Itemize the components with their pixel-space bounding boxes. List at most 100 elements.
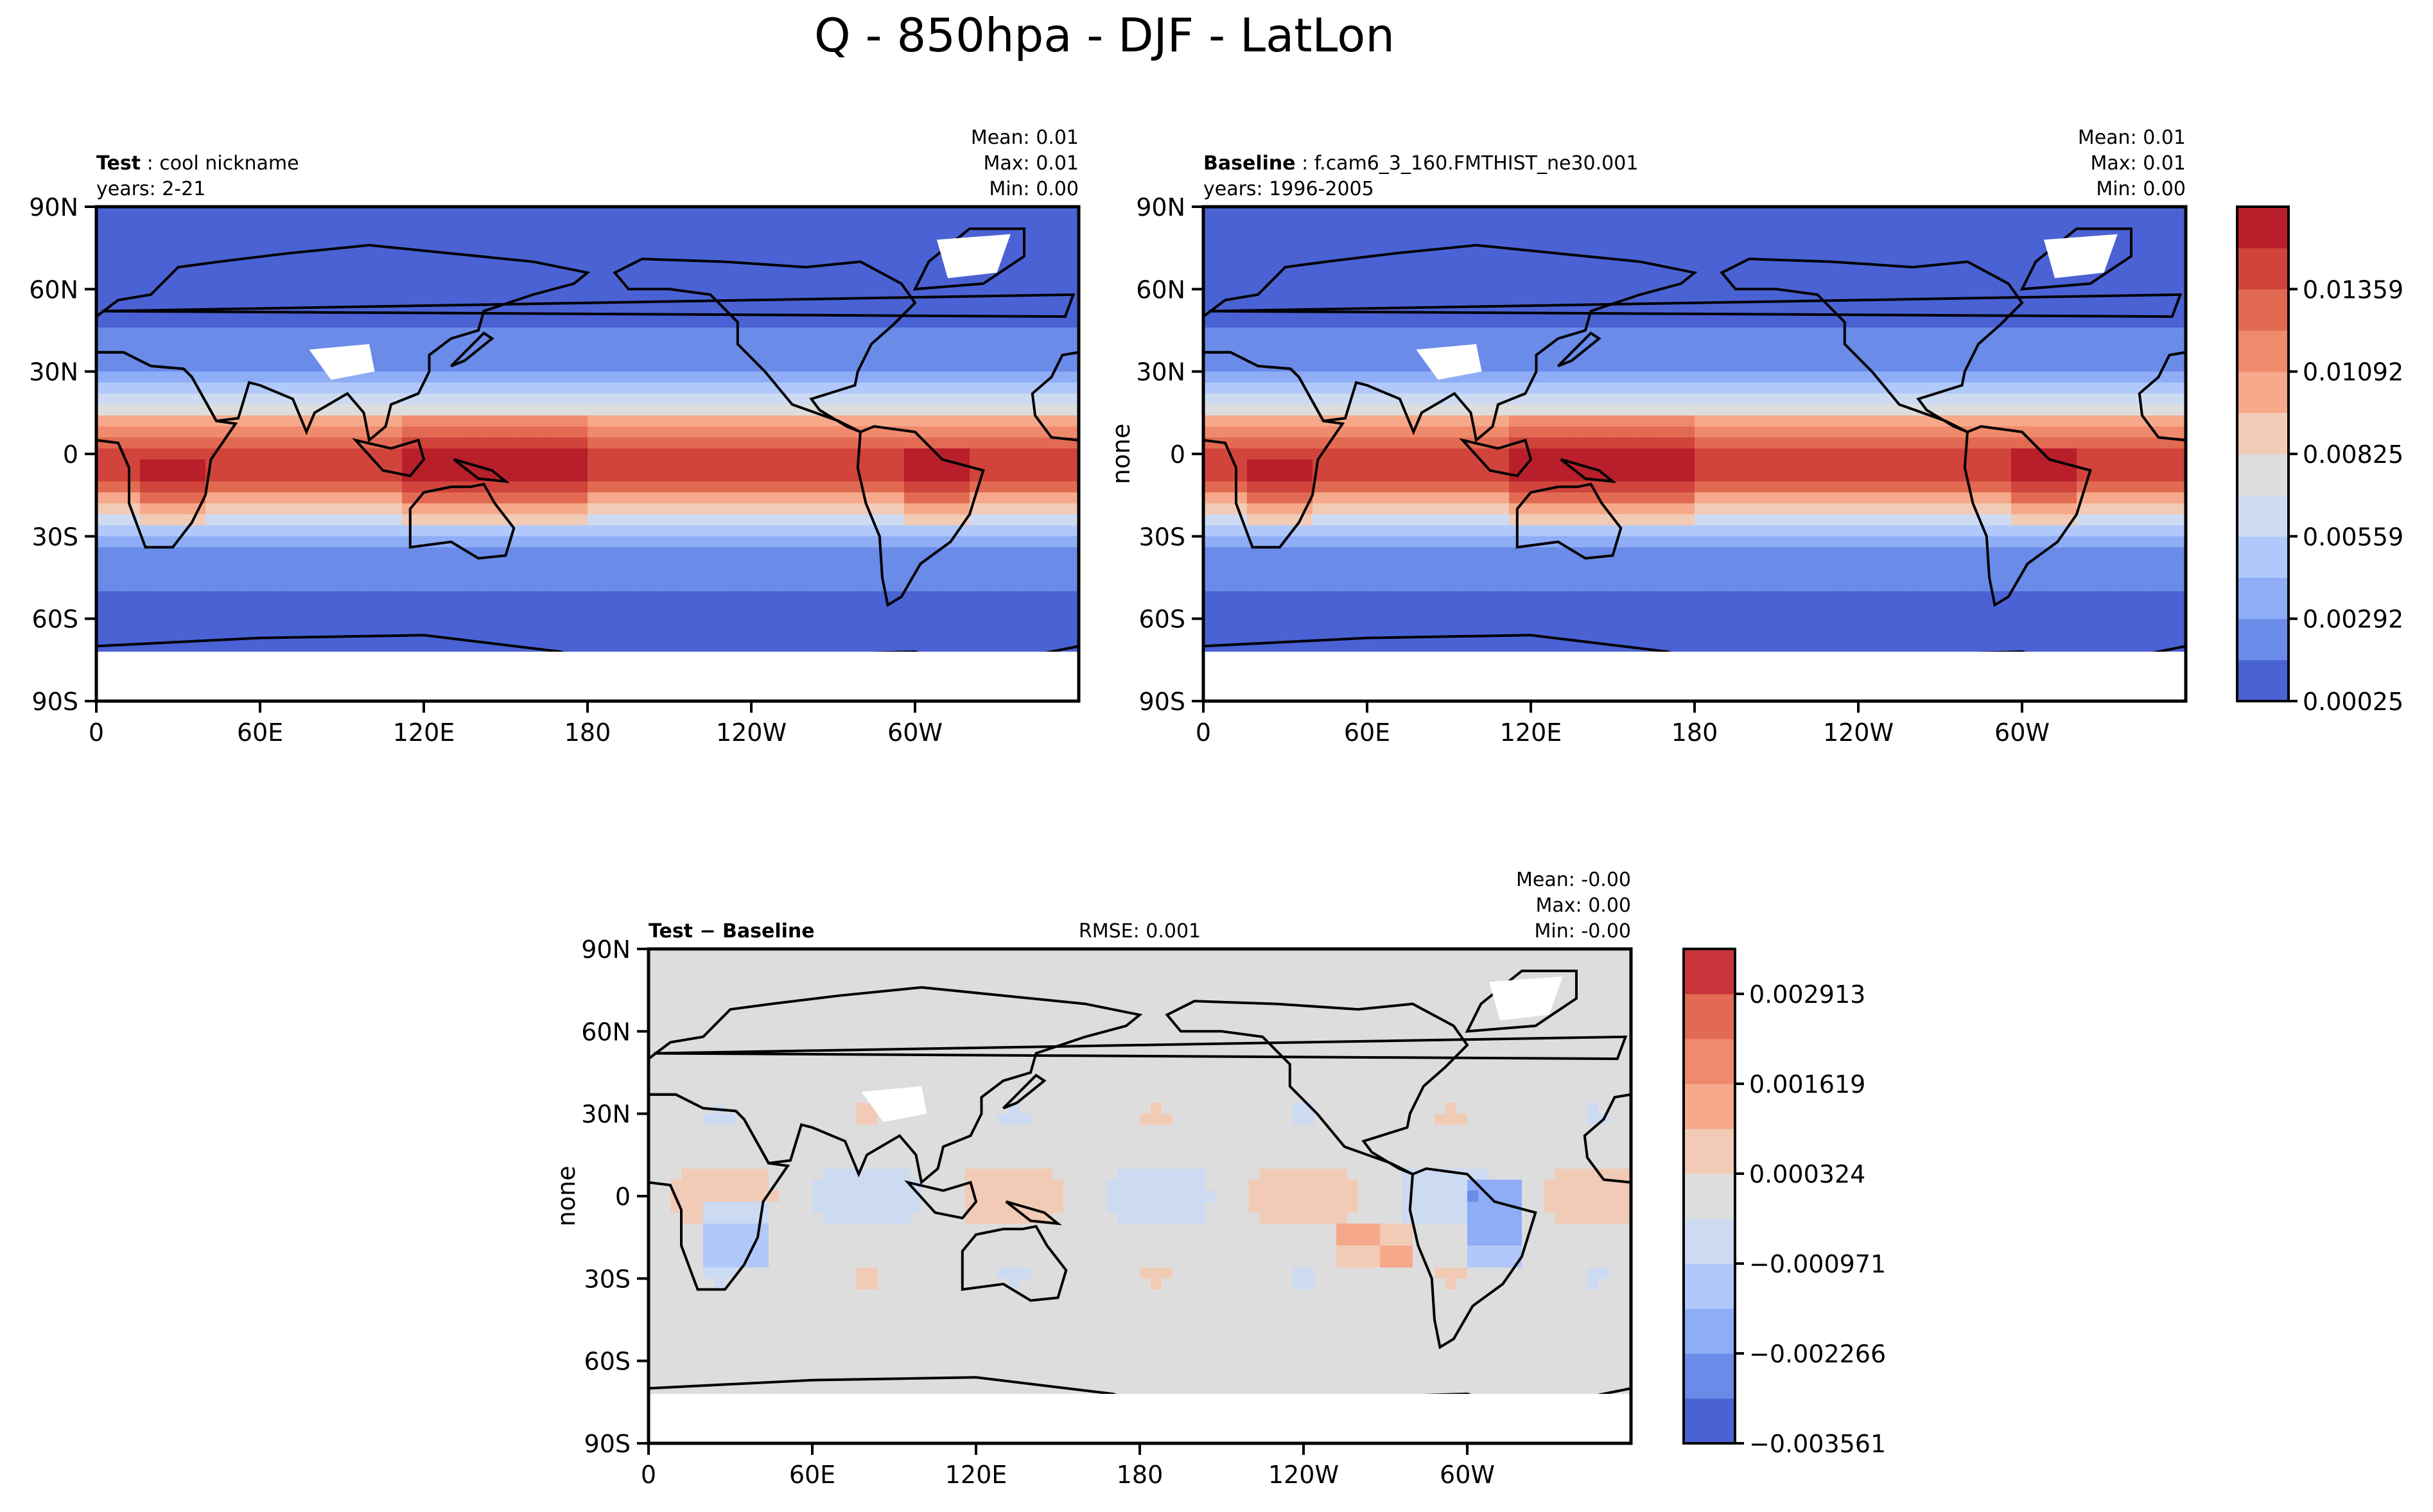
contour-cell [96, 426, 108, 439]
contour-cell [162, 371, 173, 383]
contour-cell [402, 207, 414, 218]
contour-cell [500, 360, 512, 372]
contour-cell [697, 569, 708, 581]
contour-cell [358, 294, 370, 306]
contour-cell [129, 591, 141, 603]
contour-cell [1815, 207, 1826, 218]
contour-cell [1057, 426, 1068, 439]
contour-cell [271, 327, 283, 340]
contour-cell [860, 327, 872, 340]
contour-cell [1869, 229, 1881, 241]
contour-cell [893, 283, 905, 295]
contour-cell [719, 613, 730, 625]
contour-cell [282, 558, 293, 570]
contour-cell [1804, 250, 1815, 263]
contour-cell [380, 602, 392, 614]
contour-cell [991, 283, 1003, 295]
contour-cell [1291, 229, 1302, 241]
contour-cell [107, 327, 119, 340]
contour-cell [511, 580, 523, 592]
contour-cell [271, 218, 283, 229]
contour-cell [653, 602, 665, 614]
contour-cell [697, 459, 708, 471]
contour-cell [195, 470, 206, 482]
contour-cell [1312, 218, 1324, 229]
contour-cell [1389, 239, 1400, 252]
contour-cell [1465, 261, 1477, 274]
contour-cell [304, 382, 315, 394]
contour-cell [205, 558, 217, 570]
contour-cell [1057, 229, 1068, 241]
contour-cell [457, 306, 468, 317]
contour-cell [391, 558, 403, 570]
contour-cell [282, 481, 293, 493]
contour-cell [402, 525, 414, 537]
contour-cell [871, 635, 883, 647]
contour-cell [391, 349, 403, 361]
contour-cell [216, 338, 228, 351]
contour-cell [1068, 470, 1079, 482]
contour-cell [697, 514, 708, 526]
contour-cell [795, 382, 807, 394]
contour-cell [708, 283, 719, 295]
contour-cell [577, 239, 588, 252]
contour-cell [1673, 239, 1684, 252]
contour-cell [631, 580, 643, 592]
contour-cell [435, 437, 446, 449]
contour-cell [336, 481, 348, 493]
contour-cell [173, 207, 184, 218]
contour-cell [1002, 503, 1014, 515]
contour-cell [620, 525, 632, 537]
contour-cell [96, 624, 108, 636]
contour-cell [970, 306, 981, 317]
contour-cell [107, 558, 119, 570]
contour-cell [806, 580, 817, 592]
contour-cell [697, 580, 708, 592]
contour-cell [249, 613, 261, 625]
contour-cell [369, 492, 381, 504]
contour-cell [631, 327, 643, 340]
contour-cell [795, 459, 807, 471]
contour-cell [96, 283, 108, 295]
contour-cell [2142, 207, 2154, 218]
contour-cell [1024, 635, 1036, 647]
contour-cell [500, 459, 512, 471]
contour-cell [129, 481, 141, 493]
contour-cell [1836, 261, 1848, 274]
contour-cell [2098, 306, 2110, 317]
contour-cell [511, 613, 523, 625]
contour-cell [347, 229, 359, 241]
contour-cell [1002, 547, 1014, 559]
contour-cell [1002, 448, 1014, 460]
contour-cell [238, 294, 250, 306]
contour-cell [970, 602, 981, 614]
contour-cell [238, 218, 250, 229]
contour-cell [577, 448, 588, 460]
contour-cell [664, 382, 676, 394]
contour-cell [588, 415, 599, 427]
contour-cell [326, 481, 337, 493]
contour-cell [860, 272, 872, 284]
contour-cell [598, 317, 610, 328]
contour-cell [609, 415, 621, 427]
contour-cell [533, 426, 545, 439]
contour-cell [631, 536, 643, 548]
contour-cell [1989, 229, 2001, 241]
contour-cell [784, 207, 796, 218]
contour-cell [336, 448, 348, 460]
contour-cell [522, 272, 534, 284]
contour-cell [2142, 229, 2154, 241]
contour-cell [238, 591, 250, 603]
contour-cell [1002, 481, 1014, 493]
contour-cell [467, 294, 479, 306]
contour-cell [981, 426, 992, 439]
contour-cell [424, 492, 435, 504]
contour-cell [828, 481, 839, 493]
contour-cell [315, 229, 326, 241]
contour-cell [1068, 404, 1079, 416]
contour-cell [402, 602, 414, 614]
contour-cell [937, 613, 948, 625]
contour-cell [1269, 218, 1280, 229]
contour-cell [588, 261, 599, 274]
contour-cell [762, 415, 774, 427]
